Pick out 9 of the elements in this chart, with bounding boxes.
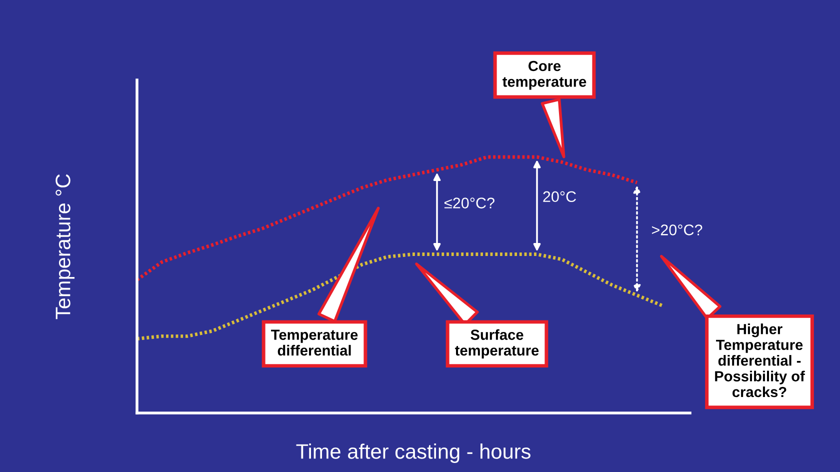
x-axis-title: Time after casting - hours xyxy=(296,444,530,463)
annotation: Temperature differential xyxy=(271,330,358,356)
annotation: Surface temperature xyxy=(455,329,539,359)
annotation: >20°C? xyxy=(652,224,702,236)
text: Core temperature xyxy=(502,60,586,90)
y-axis-title: Temperature °C xyxy=(56,174,74,320)
annotation: 20°C xyxy=(543,191,576,202)
annotation: ≤20°C? xyxy=(444,198,494,208)
text: Higher Temperature differential - Possibility of cracks? xyxy=(715,324,805,398)
